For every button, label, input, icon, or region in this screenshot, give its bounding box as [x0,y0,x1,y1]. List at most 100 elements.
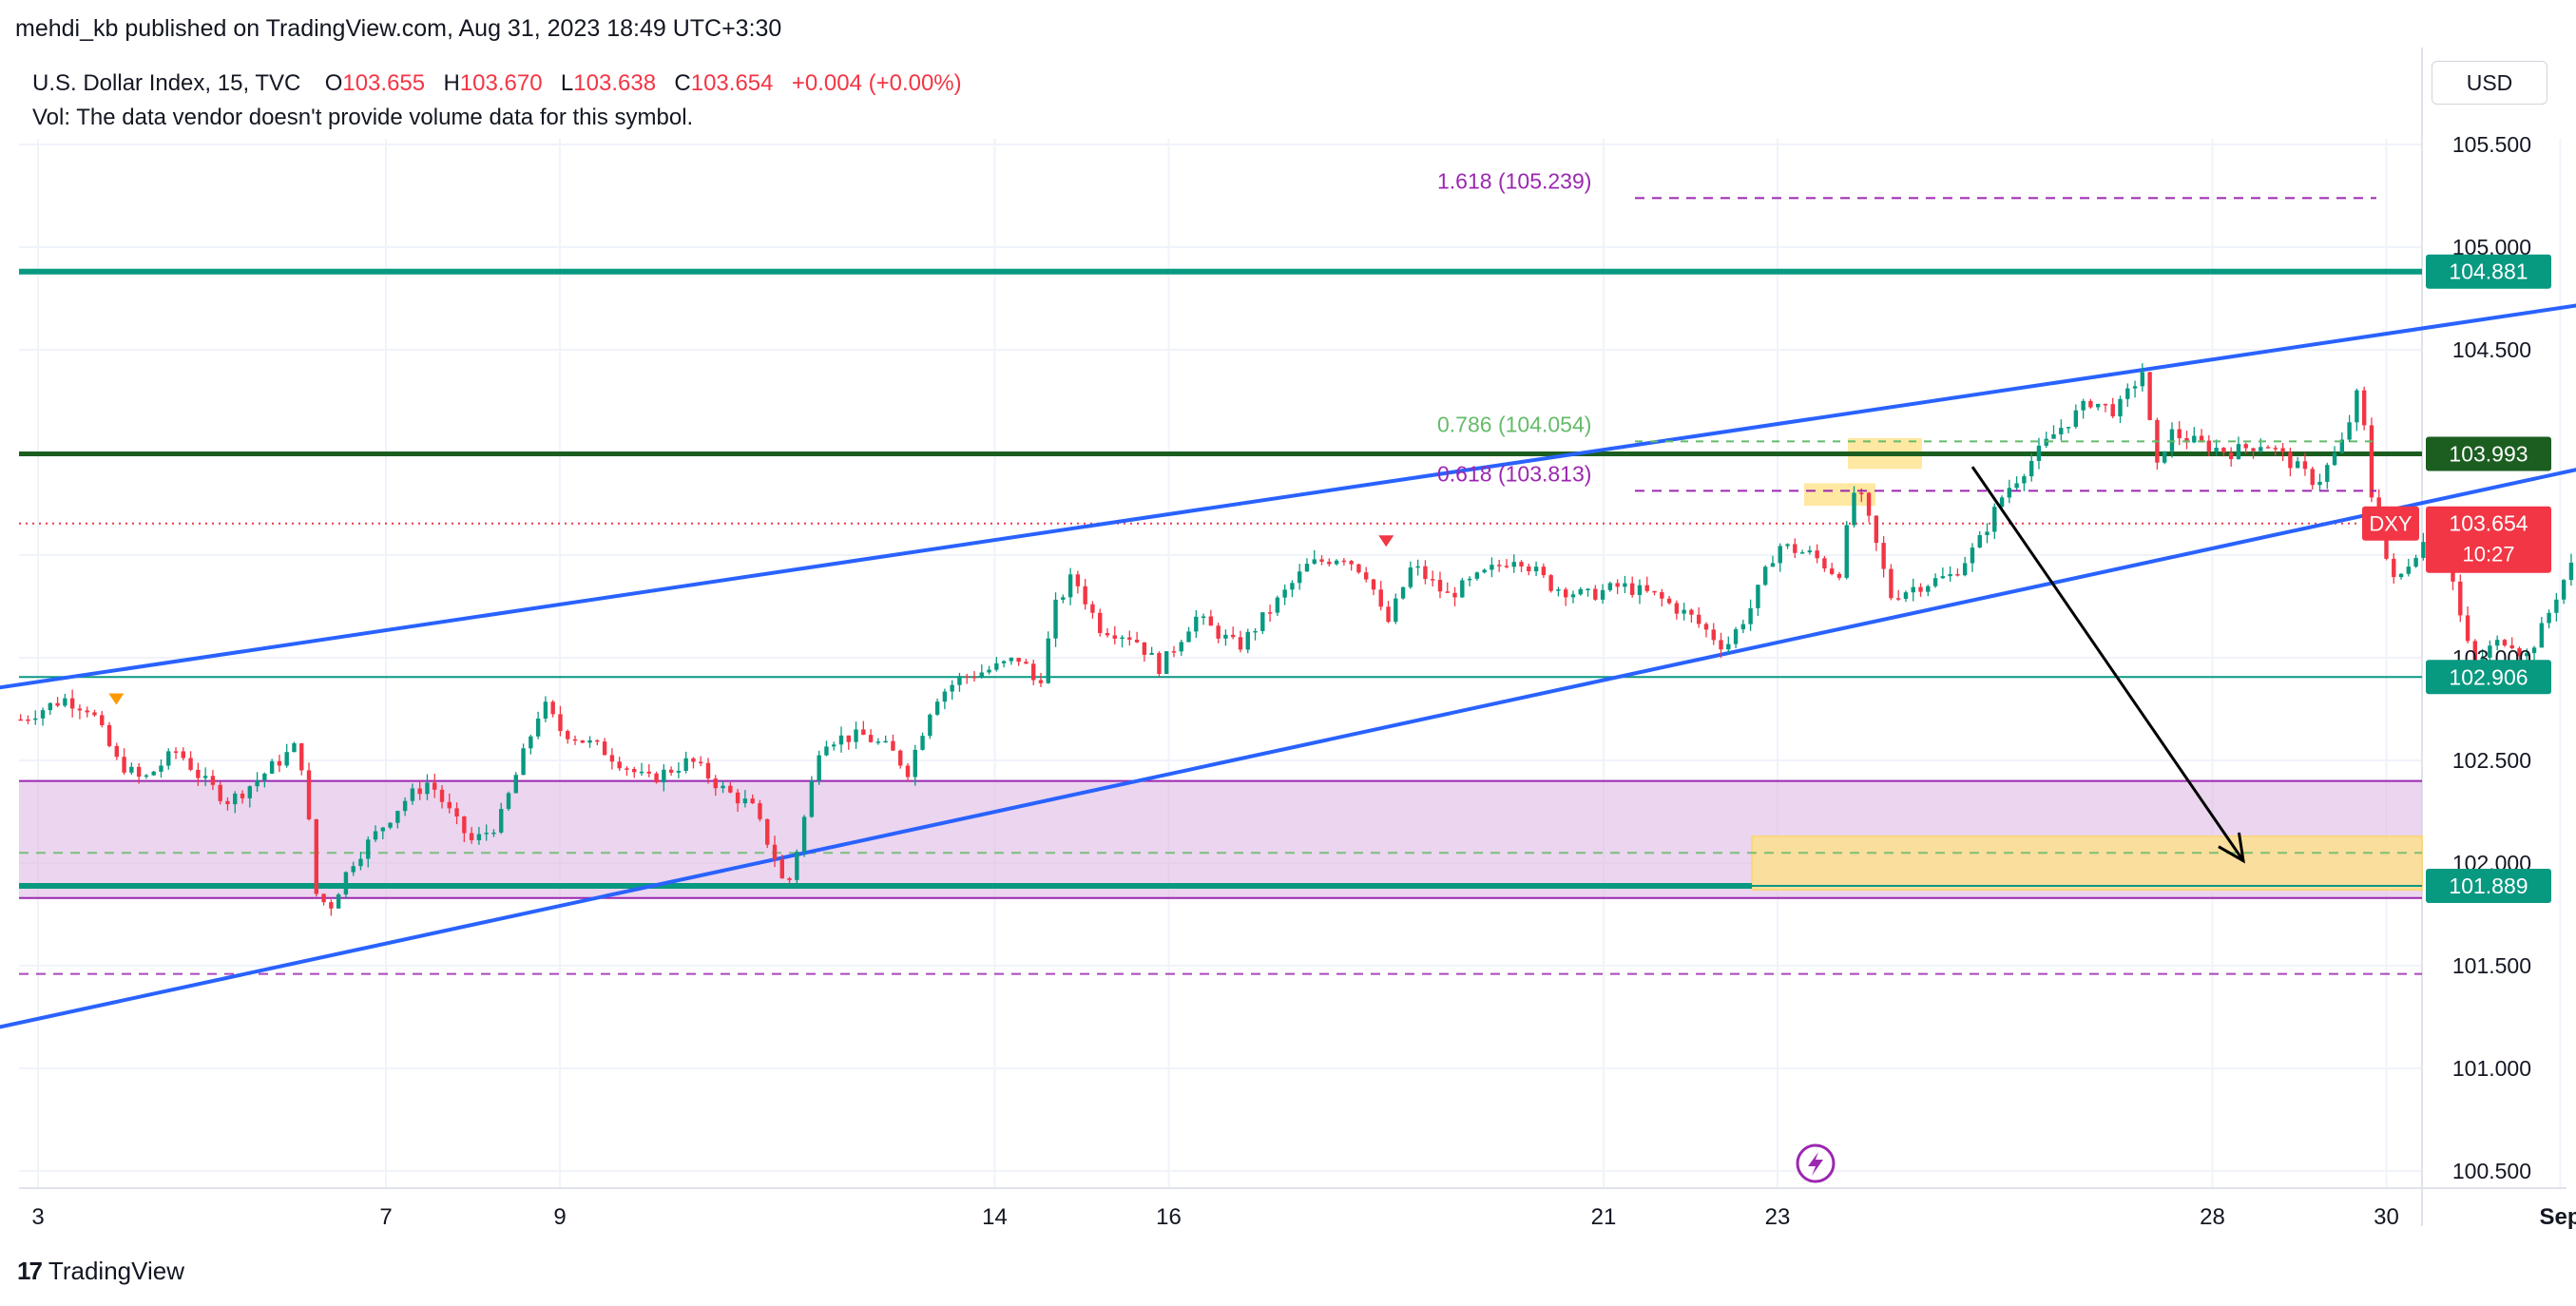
candle-body [181,751,186,759]
candle-body [2192,435,2197,443]
candle-body [159,765,163,772]
currency-button[interactable]: USD [2432,61,2547,105]
candle-body [2561,580,2566,600]
arrow-shaft[interactable] [1970,466,2245,862]
candle-body [1437,580,1443,592]
candle-body [905,765,911,778]
candle-body [2288,451,2293,469]
candle-body [2398,573,2404,578]
candle-body [543,701,548,719]
candle-body [1378,589,1383,607]
candle-body [1533,567,1539,572]
time-tick: 23 [1765,1204,1791,1230]
candle-body [1911,586,1915,593]
candle-body [2206,440,2212,451]
candle-body [1408,567,1413,587]
candle-body [2236,444,2241,459]
logo-mark: 17 [17,1257,43,1285]
candle-body [1756,585,1760,608]
candle-body [77,708,83,711]
fib-extension[interactable]: 1.618 (105.239) 0.786 (104.054) 0.618 (103… [1437,168,2376,492]
projection-arrow[interactable] [1970,466,2245,864]
candle-body [1836,573,1842,578]
candle-body [1001,661,1007,663]
candle-body [838,735,844,745]
candle-body [292,742,297,753]
candle-body [1556,589,1561,591]
candle-body [2251,448,2256,451]
time-axis[interactable]: 379141621232830Sep57 [31,1204,2576,1230]
candle-body [1719,640,1723,650]
candle-body [2221,448,2226,453]
candle-body [817,755,821,781]
candle-body [1208,616,1214,626]
candle-body [151,771,156,776]
candle-body [2066,427,2071,429]
candle-body [255,779,260,787]
candle-body [639,771,644,774]
candle-body [18,719,23,721]
candle-body [2369,425,2374,498]
price-tick: 104.500 [2452,337,2531,362]
candle-body [971,676,977,679]
candle-body [2022,476,2027,484]
candle-body [1312,559,1317,565]
candle-body [1527,566,1531,572]
candle-body [1157,652,1162,675]
candle-body [351,866,356,873]
candle-body [2488,645,2492,658]
candle-body [1120,637,1125,640]
candle-body [188,758,193,770]
candle-body [683,758,688,771]
candle-body [2361,390,2367,426]
low-value: 103.638 [573,70,657,96]
candle-body [617,761,622,769]
price-axis[interactable]: 105.500105.000104.500104.000103.500103.0… [2362,132,2551,1183]
tradingview-logo[interactable]: 17 TradingView [17,1257,184,1286]
candle-body [654,773,659,783]
chart-zones [19,437,2423,899]
candle-body [2547,612,2551,624]
candle-body [2014,483,2019,489]
candle-body [2472,641,2478,664]
fib-label-0.618: 0.618 (103.813) [1437,461,1591,486]
candle-body [2568,562,2574,581]
candle-body [2243,444,2248,449]
last-price-badge [2426,506,2551,573]
candle-body [100,715,105,725]
flash-icon[interactable] [1796,1143,1836,1183]
candle-body [566,731,570,739]
fib-label-0.786: 0.786 (104.054) [1437,412,1591,436]
low-label: L [560,70,574,96]
candle-body [247,786,253,798]
candle-body [1371,579,1376,590]
candle-body [2095,403,2101,408]
candle-body [2259,447,2263,451]
candle-body [824,746,829,756]
candle-body [2280,448,2285,452]
candle-body [2355,390,2359,423]
candle-body [2525,653,2529,657]
candle-body [1415,566,1420,568]
candle-body [1112,635,1117,639]
candle-body [1955,574,1960,576]
candle-body [336,894,341,909]
candle-body [447,801,452,809]
candle-body [2028,460,2034,477]
candle-body [314,818,318,894]
candle-body [550,701,555,715]
high-value: 103.670 [459,70,543,96]
candle-body [284,752,289,766]
candle-body [2494,640,2500,646]
candle-body [1452,592,1457,598]
level-badge-101.889 [2426,868,2551,903]
candle-body [994,663,999,670]
candle-body [1090,604,1095,613]
candle-body [1682,609,1686,614]
candle-body [1386,606,1391,623]
horizontal-levels[interactable] [19,268,2422,975]
candle-body [691,758,696,762]
channel-line-upper[interactable] [0,261,2576,695]
candle-body [2332,452,2337,466]
